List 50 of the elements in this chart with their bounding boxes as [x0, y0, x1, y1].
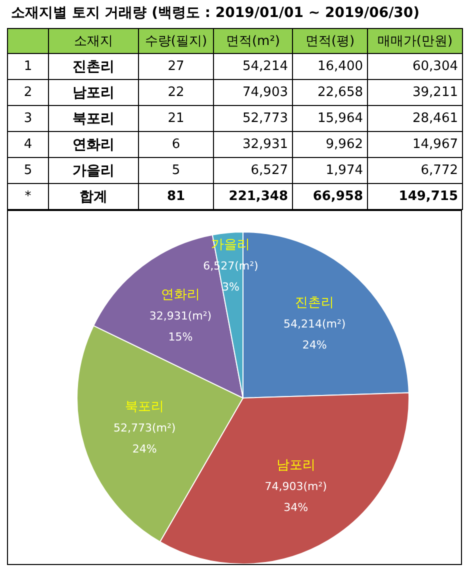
data-label: 52,773(m²) 24% [114, 422, 176, 456]
data-label: 60,304 [368, 54, 462, 80]
data-label: 1,974 [292, 158, 368, 184]
y-tick-label: 5 [8, 158, 48, 184]
y-tick-label: * [8, 184, 48, 210]
y-tick-label: 2 [8, 80, 48, 106]
data-label: 16,400 [292, 54, 368, 80]
data-label: 14,967 [368, 132, 462, 158]
data-label: 74,903 [214, 80, 292, 106]
data-label: 27 [138, 54, 214, 80]
x-tick-label: 매매가(만원) [368, 28, 462, 54]
data-label: 15,964 [292, 106, 368, 132]
data-label: 6,527 [214, 158, 292, 184]
data-label: 22 [138, 80, 214, 106]
y2-tick-label: 합계 [48, 184, 138, 210]
data-label: 66,958 [292, 184, 368, 210]
y2-tick-label: 남포리 [48, 80, 138, 106]
x-tick-label: 면적(m²) [214, 28, 292, 54]
data-label: 21 [138, 106, 214, 132]
data-label: 52,773 [214, 106, 292, 132]
data-label: 81 [138, 184, 214, 210]
data-label: 22,658 [292, 80, 368, 106]
y2-tick-label: 가을리 [48, 158, 138, 184]
slice-label: 진촌리 [295, 296, 334, 311]
x-tick-label: 면적(평) [292, 28, 368, 54]
y2-tick-label: 진촌리 [48, 54, 138, 80]
slice-label: 북포리 [125, 400, 164, 415]
data-label: 74,903(m²) 34% [264, 480, 327, 514]
y-tick-label: 4 [8, 132, 48, 158]
y2-axis-title: 소재지 [48, 28, 138, 54]
data-label: 32,931 [214, 132, 292, 158]
y2-tick-label: 연화리 [48, 132, 138, 158]
data-label: 28,461 [368, 106, 462, 132]
data-label: 54,214(m²) 24% [284, 318, 346, 352]
data-label: 9,962 [292, 132, 368, 158]
data-label: 5 [138, 158, 214, 184]
chart-title: 소재지별 토지 거래량 (백령도 : 2019/01/01 ~ 2019/06/30) [11, 4, 420, 22]
data-label: 221,348 [214, 184, 292, 210]
y2-tick-label: 북포리 [48, 106, 138, 132]
slice-label: 남포리 [276, 458, 316, 473]
y-tick-label: 1 [8, 54, 48, 80]
data-label: 6 [138, 132, 214, 158]
data-label: 39,211 [368, 80, 462, 106]
data-label: 6,772 [368, 158, 462, 184]
data-label: 32,931(m²) 15% [149, 310, 212, 344]
y-tick-label: 3 [8, 106, 48, 132]
data-label: 149,715 [368, 184, 462, 210]
slice-label: 연화리 [160, 288, 200, 303]
x-tick-label: 수량(필지) [138, 28, 214, 54]
data-label: 54,214 [214, 54, 292, 80]
